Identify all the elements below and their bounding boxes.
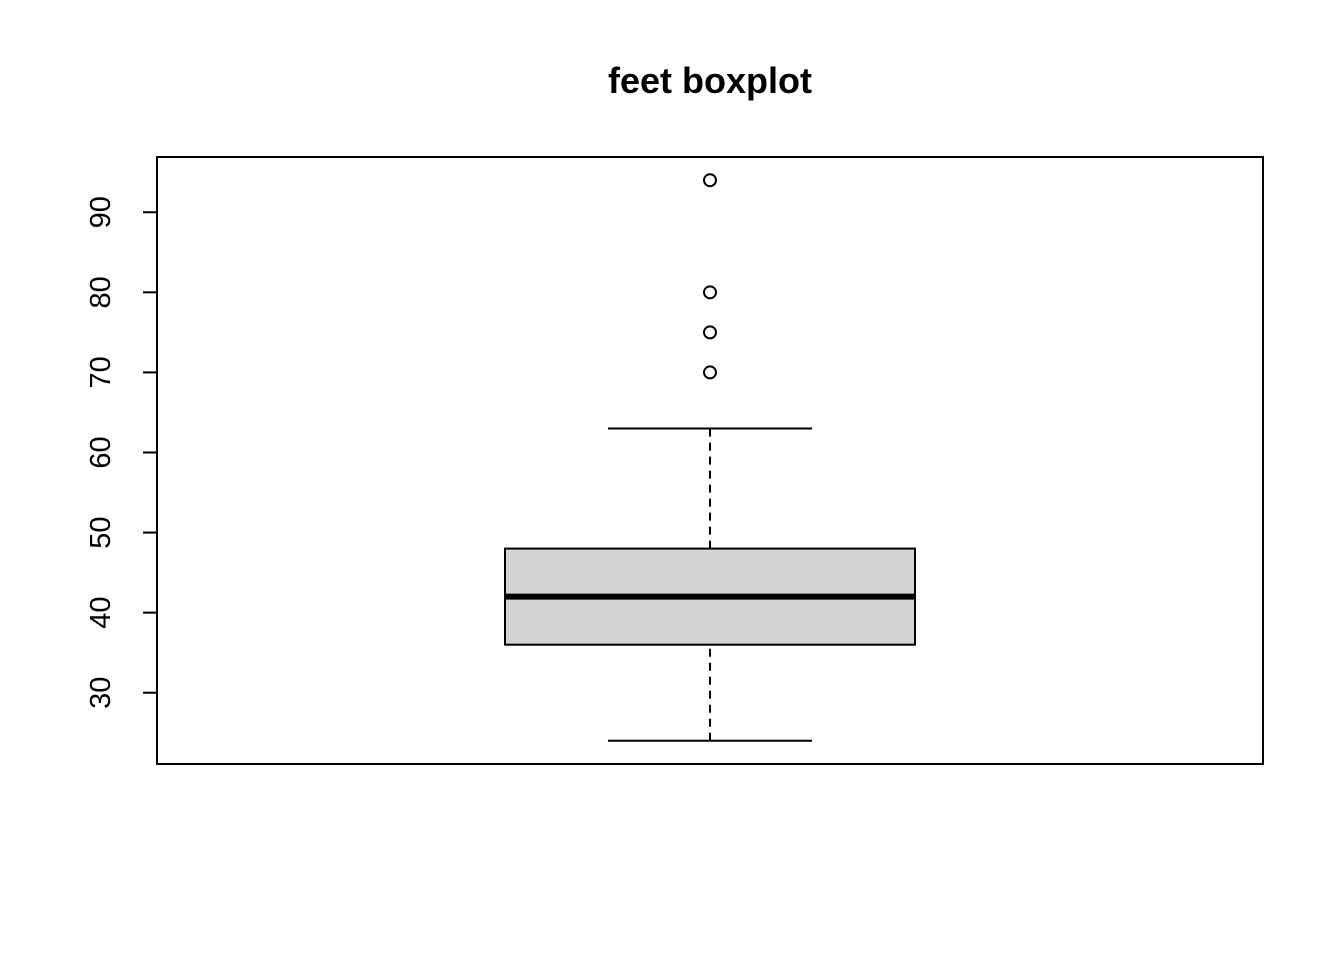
y-tick-label: 40 <box>85 597 117 629</box>
y-tick-label: 30 <box>85 677 117 709</box>
y-axis: 30 40 50 60 70 80 90 <box>85 196 158 709</box>
y-tick-label: 50 <box>85 516 117 548</box>
outlier-point <box>703 173 717 188</box>
y-tick-label: 60 <box>85 436 117 468</box>
outlier-point <box>703 285 717 300</box>
y-tick-label: 90 <box>85 196 117 228</box>
y-tick-label: 80 <box>85 276 117 308</box>
box-layer <box>504 173 916 742</box>
outlier-point <box>703 365 717 380</box>
chart-title: feet boxplot <box>608 60 812 101</box>
outlier-point <box>703 325 717 340</box>
y-tick-label: 70 <box>85 356 117 388</box>
